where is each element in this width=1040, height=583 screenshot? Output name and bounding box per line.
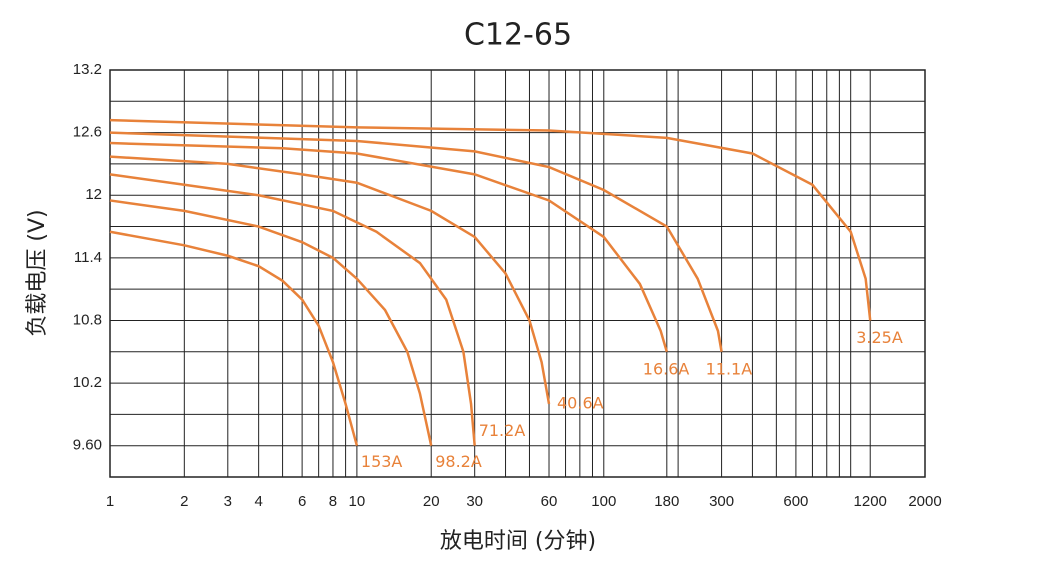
series-line (109, 118, 872, 321)
x-tick-label: 20 (423, 493, 440, 510)
series-label: 40.6A (557, 393, 604, 412)
series-label: 71.2A (479, 421, 526, 440)
x-tick-label: 4 (254, 493, 262, 510)
series-label: 98.2A (435, 452, 482, 471)
series-label: 3.25A (856, 328, 903, 347)
series-line (109, 155, 551, 405)
y-tick-label: 13.2 (73, 61, 102, 78)
series-label: 153A (361, 452, 403, 471)
y-tick-label: 11.4 (74, 249, 102, 266)
x-tick-label: 3 (224, 493, 232, 510)
y-axis-title: 负载电压 (V) (25, 209, 50, 336)
series-label: 16.6A (643, 359, 690, 378)
x-tick-label: 2 (180, 493, 188, 510)
series-line (109, 141, 669, 353)
y-tick-label: 9.60 (73, 437, 102, 454)
series-label: 11.1A (706, 359, 753, 378)
x-tick-label: 100 (591, 493, 616, 510)
plot-frame (109, 69, 926, 478)
x-tick-label: 60 (541, 493, 558, 510)
x-tick-label: 2000 (908, 493, 941, 510)
x-tick-label: 1200 (854, 493, 887, 510)
x-tick-label: 6 (298, 493, 306, 510)
x-tick-label: 180 (654, 493, 679, 510)
y-tick-label: 10.2 (73, 374, 102, 391)
x-tick-label: 10 (349, 493, 366, 510)
series-line (109, 173, 476, 446)
x-tick-label: 30 (466, 493, 483, 510)
y-tick-label: 10.8 (73, 311, 102, 328)
y-tick-label: 12 (85, 186, 102, 203)
chart-title: C12-65 (464, 18, 572, 53)
series-line (109, 230, 359, 447)
x-tick-label: 8 (329, 493, 337, 510)
x-axis-title: 放电时间 (分钟) (440, 529, 596, 554)
series-line (109, 199, 433, 446)
x-tick-label: 1 (106, 493, 114, 510)
x-tick-label: 600 (783, 493, 808, 510)
x-tick-label: 300 (709, 493, 734, 510)
series-line (109, 131, 723, 352)
y-tick-label: 12.6 (73, 124, 102, 141)
